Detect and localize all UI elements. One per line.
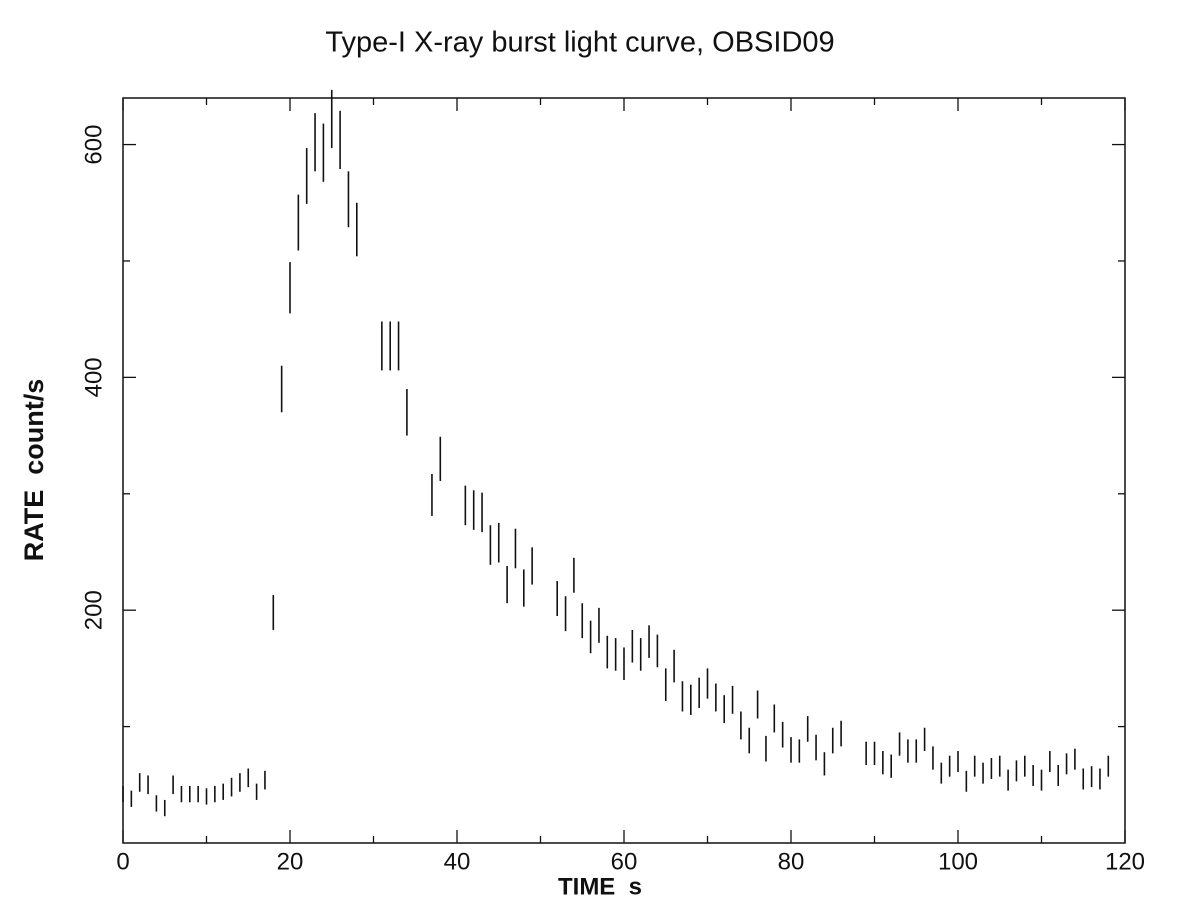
y-tick-label: 600 (80, 125, 107, 165)
x-tick-label: 20 (277, 848, 304, 875)
x-tick-label: 40 (444, 848, 471, 875)
x-tick-label: 0 (116, 848, 129, 875)
y-axis-label: RATE count/s (19, 379, 49, 562)
x-tick-label: 100 (938, 848, 978, 875)
plot-frame (122, 97, 1126, 844)
chart-title: Type-I X-ray burst light curve, OBSID09 (325, 27, 834, 59)
x-tick-label: 60 (611, 848, 638, 875)
x-tick-label: 80 (778, 848, 805, 875)
x-tick-label: 120 (1105, 848, 1145, 875)
x-axis-label: TIME s (558, 873, 642, 900)
y-tick-label: 400 (80, 357, 107, 397)
y-tick-label: 200 (80, 590, 107, 630)
